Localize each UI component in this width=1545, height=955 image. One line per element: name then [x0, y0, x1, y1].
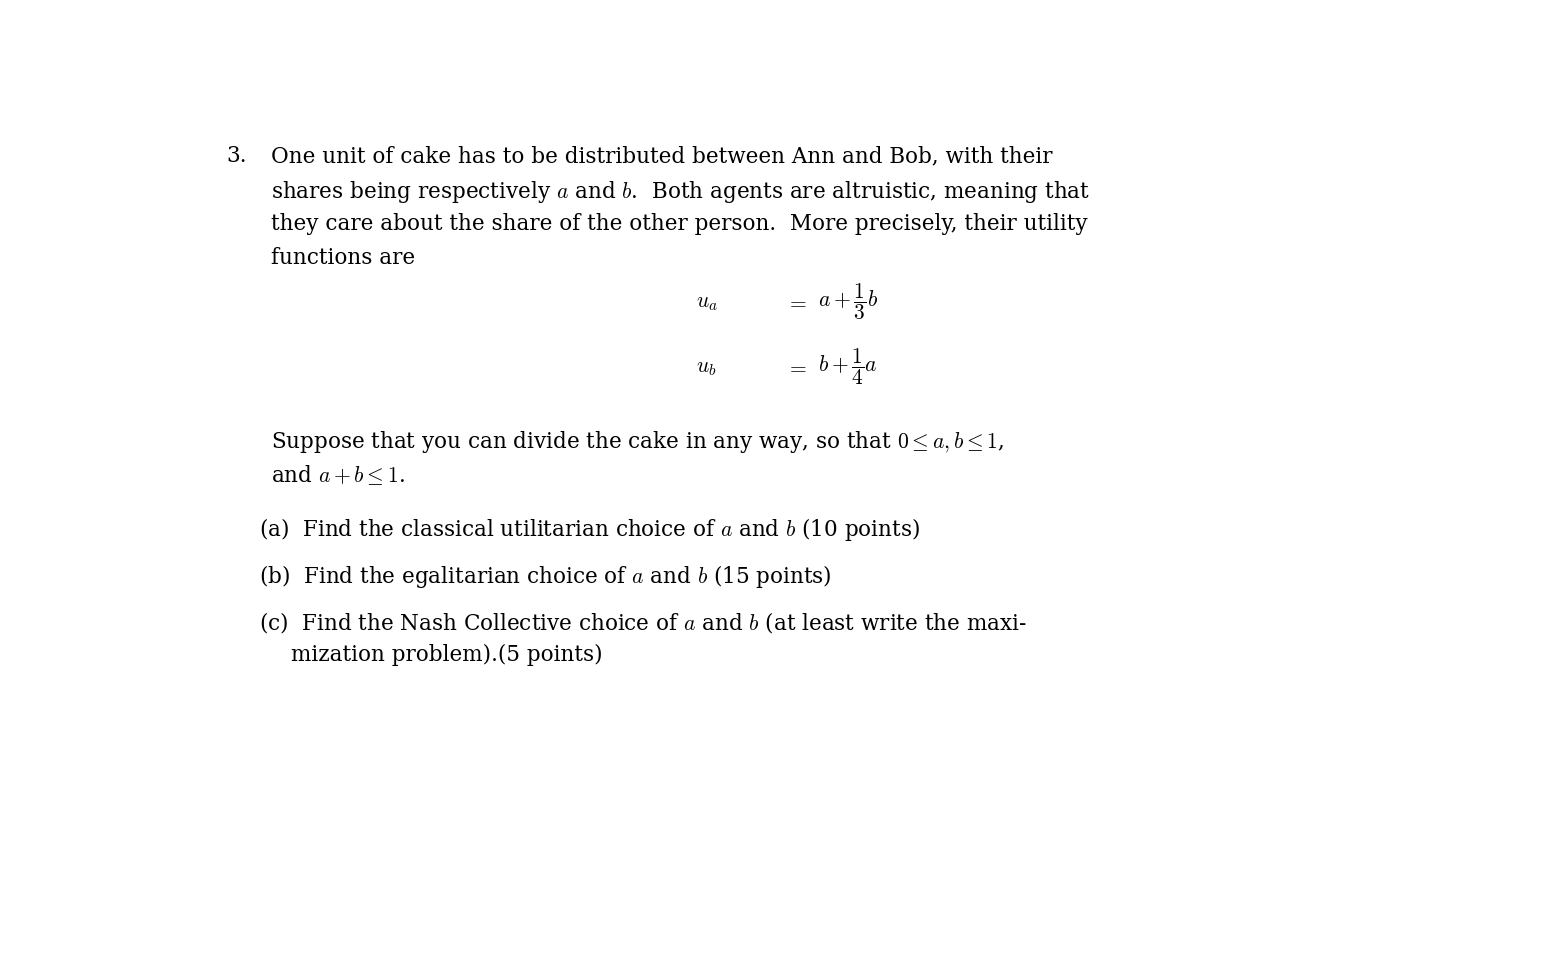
Text: Suppose that you can divide the cake in any way, so that $0 \leq a, b \leq 1$,: Suppose that you can divide the cake in … [270, 430, 1004, 456]
Text: $a + \dfrac{1}{3}b$: $a + \dfrac{1}{3}b$ [819, 282, 878, 323]
Text: $=$: $=$ [786, 291, 806, 313]
Text: $b + \dfrac{1}{4}a$: $b + \dfrac{1}{4}a$ [819, 347, 878, 387]
Text: and $a + b \leq 1$.: and $a + b \leq 1$. [270, 463, 405, 487]
Text: (c)  Find the Nash Collective choice of $a$ and $b$ (at least write the maxi-: (c) Find the Nash Collective choice of $… [260, 610, 1027, 635]
Text: shares being respectively $a$ and $b$.  Both agents are altruistic, meaning that: shares being respectively $a$ and $b$. B… [270, 180, 1091, 205]
Text: they care about the share of the other person.  More precisely, their utility: they care about the share of the other p… [270, 213, 1088, 235]
Text: (a)  Find the classical utilitarian choice of $a$ and $b$ (10 points): (a) Find the classical utilitarian choic… [260, 516, 919, 542]
Text: (b)  Find the egalitarian choice of $a$ and $b$ (15 points): (b) Find the egalitarian choice of $a$ a… [260, 562, 831, 590]
Text: $u_b$: $u_b$ [695, 356, 717, 378]
Text: functions are: functions are [270, 247, 416, 269]
Text: One unit of cake has to be distributed between Ann and Bob, with their: One unit of cake has to be distributed b… [270, 145, 1052, 167]
Text: mization problem).(5 points): mization problem).(5 points) [292, 644, 603, 667]
Text: $u_a$: $u_a$ [695, 291, 718, 313]
Text: $=$: $=$ [786, 356, 806, 378]
Text: 3.: 3. [227, 145, 247, 167]
